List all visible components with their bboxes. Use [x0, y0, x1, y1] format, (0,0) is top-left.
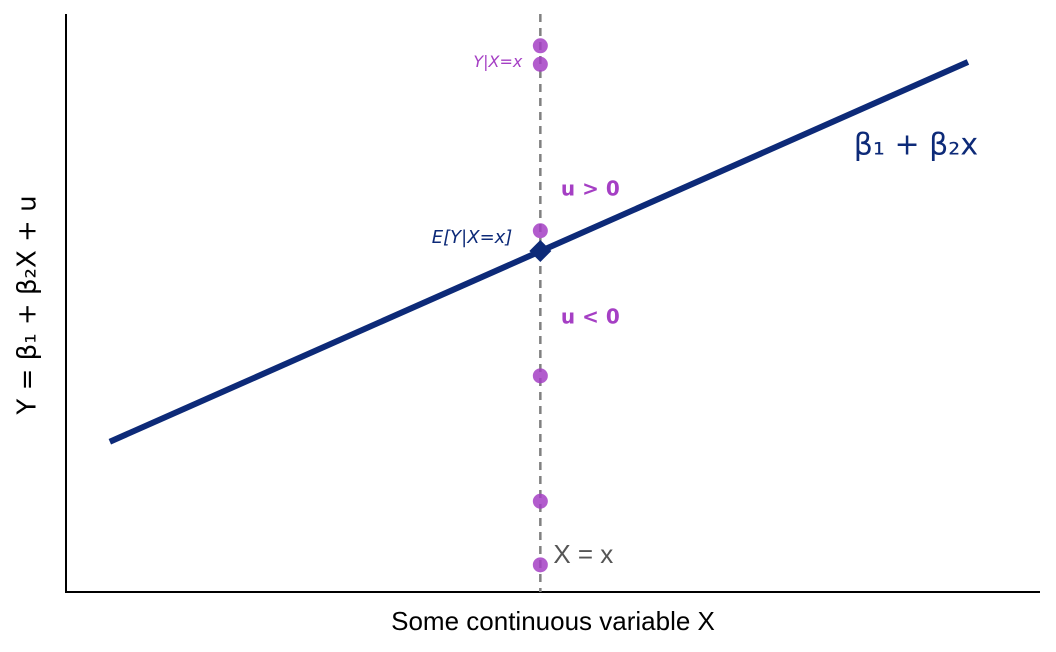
annotation: u < 0 [561, 305, 620, 329]
expected-label: E[Y|X=x] [432, 227, 513, 248]
x-axis-label: Some continuous variable X [391, 606, 715, 636]
point [532, 557, 548, 573]
line-label: β₁ + β₂x [854, 127, 978, 162]
point [532, 493, 548, 509]
reference-label: X = x [553, 539, 613, 569]
point [532, 223, 548, 239]
point [532, 368, 548, 384]
annotation: Y|X=x [473, 52, 523, 71]
annotation: u > 0 [561, 177, 620, 201]
point [532, 56, 548, 72]
expected-value [529, 239, 552, 262]
y-axis-label: Y = β₁ + β₂X + u [13, 195, 43, 415]
point [532, 38, 548, 54]
